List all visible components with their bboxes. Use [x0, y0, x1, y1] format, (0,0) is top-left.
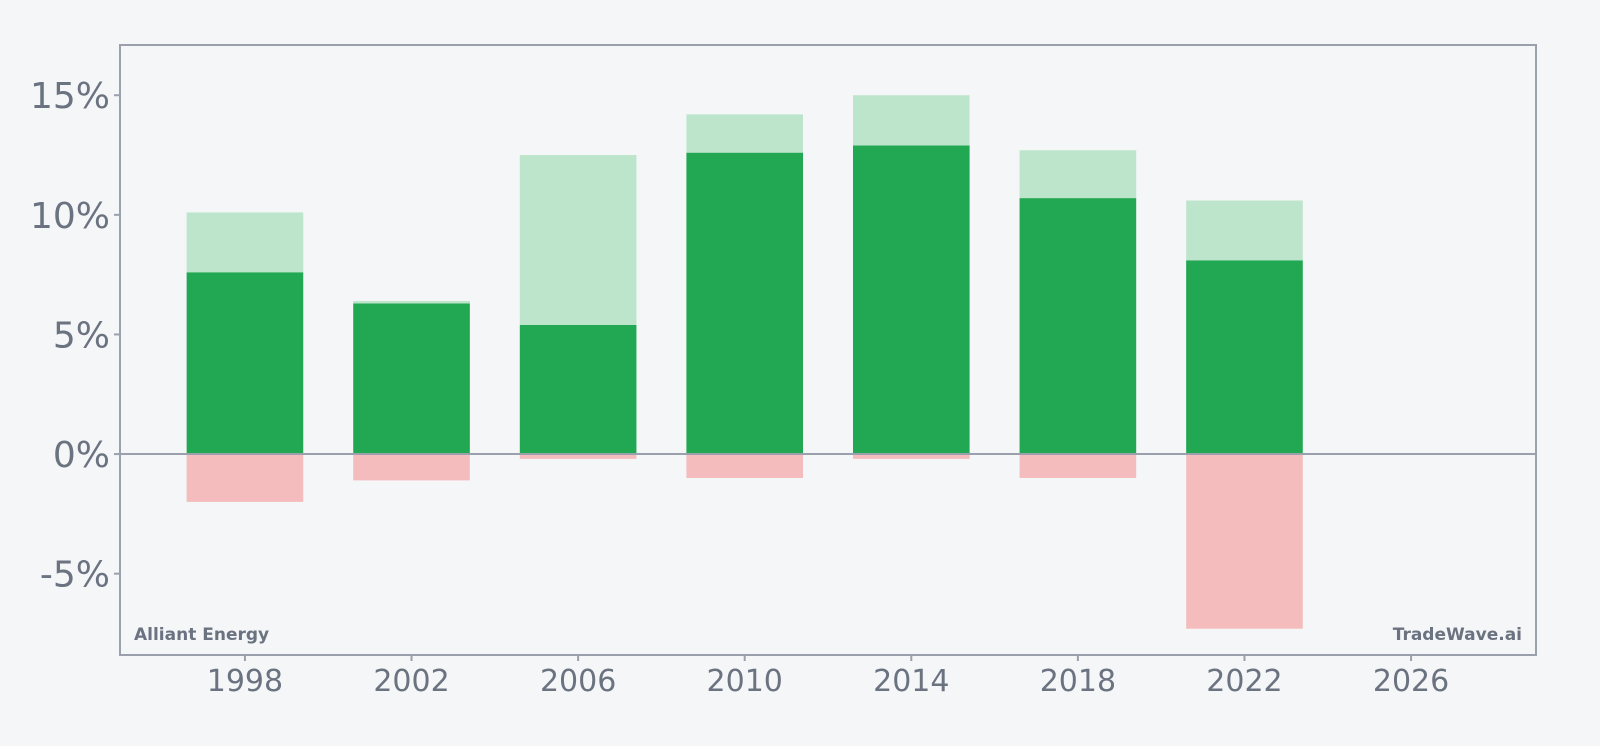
bar-main-2022 [1186, 260, 1303, 455]
bar-main-2006 [519, 324, 637, 455]
bar-main-2010 [686, 152, 804, 455]
bar-extension-2014 [852, 95, 970, 146]
bar-extension-2006 [519, 155, 637, 325]
bar-extension-1998 [186, 212, 304, 273]
y-tick-label: -5% [40, 555, 110, 596]
x-tick-label: 2018 [1040, 664, 1116, 699]
bar-negative-1998 [186, 454, 304, 502]
bar-extension-2018 [1019, 150, 1137, 199]
company-label: Alliant Energy [134, 625, 269, 645]
bar-negative-2002 [353, 454, 470, 481]
bar-extension-2010 [686, 114, 804, 153]
plot-background [120, 45, 1536, 655]
bar-extension-2022 [1186, 200, 1303, 261]
bar-extension-2002 [353, 300, 470, 304]
bar-main-2018 [1019, 198, 1137, 455]
bar-negative-2010 [686, 454, 804, 478]
x-axis: 1998 2002 2006 2010 2014 2018 2022 2026 [207, 655, 1449, 699]
y-tick-label: 5% [53, 315, 110, 356]
bar-negative-2006 [519, 454, 637, 459]
x-tick-label: 2026 [1373, 664, 1449, 699]
bar-negative-2022 [1186, 454, 1303, 629]
bar-negative-2014 [852, 454, 970, 459]
x-tick-label: 2002 [373, 664, 449, 699]
watermark-label: TradeWave.ai [1393, 625, 1522, 645]
plot-frame [119, 44, 1537, 656]
bars [186, 95, 1303, 629]
x-tick-label: 2022 [1206, 664, 1282, 699]
bar-main-2014 [852, 145, 970, 455]
y-axis: -5% 0% 5% 10% 15% [30, 76, 120, 596]
y-tick-label: 15% [30, 76, 110, 117]
x-tick-label: 2010 [707, 664, 783, 699]
y-tick-label: 10% [30, 196, 110, 237]
bar-main-2002 [353, 303, 470, 455]
bar-negative-2018 [1019, 454, 1137, 478]
x-tick-label: 2006 [540, 664, 616, 699]
bar-main-1998 [186, 272, 304, 455]
y-tick-label: 0% [53, 435, 110, 476]
x-tick-label: 1998 [207, 664, 283, 699]
x-tick-label: 2014 [873, 664, 949, 699]
